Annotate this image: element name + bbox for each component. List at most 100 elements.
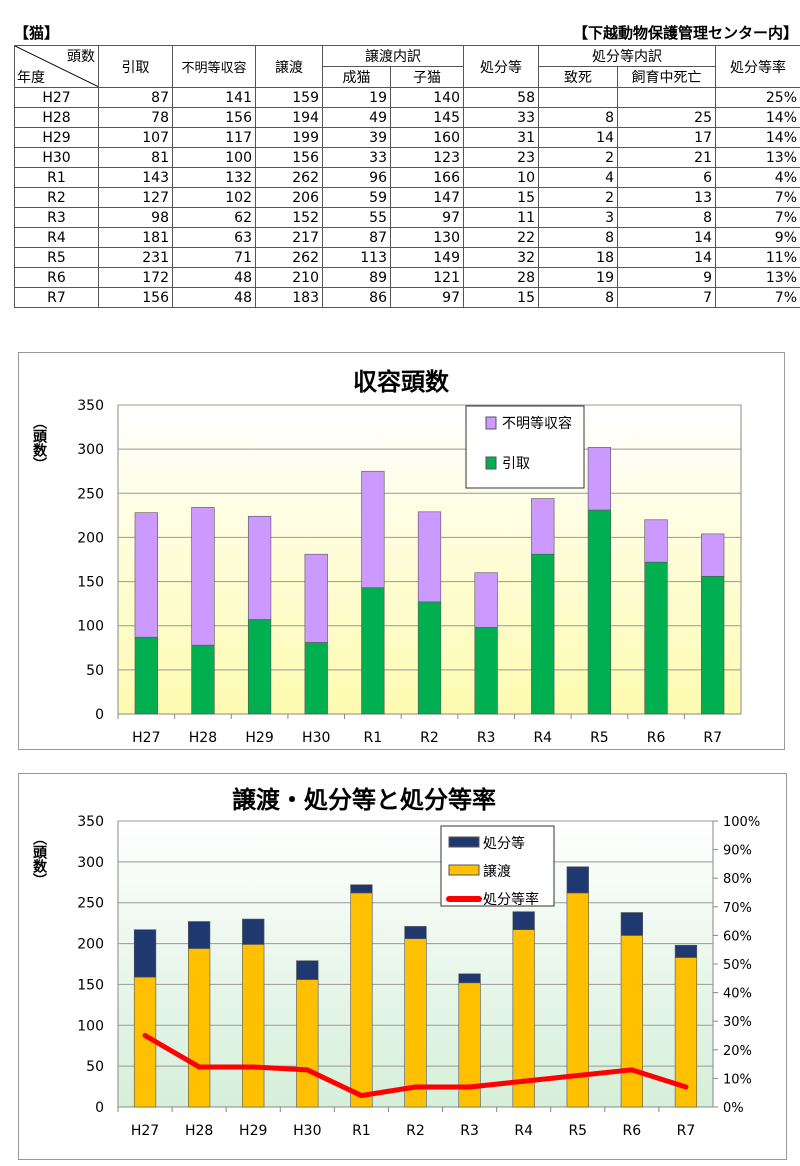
- value-cell: [617, 87, 716, 108]
- year-cell: R3: [14, 207, 99, 228]
- y-tick-label: 350: [77, 398, 104, 414]
- value-cell: 132: [172, 167, 256, 188]
- y-axis-label: （頭数）: [31, 415, 48, 471]
- bar-処分等: [133, 929, 157, 978]
- value-cell: 13%: [715, 267, 800, 288]
- value-cell: 25: [617, 107, 716, 128]
- value-cell: 7%: [715, 207, 800, 228]
- value-cell: 97: [390, 287, 464, 308]
- value-cell: 21: [617, 147, 716, 168]
- bar-引取: [304, 642, 328, 715]
- bar-譲渡: [350, 892, 373, 1108]
- bar-譲渡: [296, 979, 319, 1108]
- legend-swatch: [448, 836, 480, 848]
- table-row: H30 81 100 156 33 123 23 2 21 13%: [14, 147, 800, 168]
- legend-label: 引取: [502, 456, 530, 472]
- y2-tick-label: 60%: [723, 929, 752, 944]
- value-cell: 147: [390, 187, 464, 208]
- table-row: R7 156 48 183 86 97 15 8 7 7%: [14, 287, 800, 308]
- value-cell: 48: [172, 287, 256, 308]
- y-tick-label: 350: [77, 814, 104, 830]
- table-row: R4 181 63 217 87 130 22 8 14 9%: [14, 227, 800, 248]
- y-tick-label: 150: [77, 977, 104, 993]
- y-tick-label: 250: [77, 896, 104, 912]
- bar-引取: [361, 587, 385, 715]
- value-cell: 6: [617, 167, 716, 188]
- value-cell: 121: [390, 267, 464, 288]
- value-cell: 31: [463, 127, 539, 148]
- bar-引取: [587, 509, 612, 715]
- bar-不明等収容: [134, 512, 158, 638]
- value-cell: 14: [538, 127, 618, 148]
- y2-tick-label: 100%: [723, 815, 760, 830]
- value-cell: 87: [98, 87, 173, 108]
- bar-処分等: [512, 911, 535, 930]
- x-tick-label: H27: [132, 730, 160, 746]
- value-cell: 48: [172, 267, 256, 288]
- value-cell: 11: [463, 207, 539, 228]
- x-tick-label: H30: [302, 730, 330, 746]
- table-row: R5 231 71 262 113 149 32 18 14 11%: [14, 247, 800, 268]
- value-cell: 8: [538, 287, 618, 308]
- bar-不明等収容: [531, 498, 555, 555]
- col-header: 譲渡: [255, 45, 323, 88]
- y-tick-label: 100: [77, 1018, 104, 1034]
- x-tick-label: R1: [352, 1123, 371, 1139]
- value-cell: 149: [390, 247, 464, 268]
- value-cell: 140: [390, 87, 464, 108]
- value-cell: 262: [255, 167, 323, 188]
- x-tick-label: H27: [131, 1123, 159, 1139]
- value-cell: 11%: [715, 247, 800, 268]
- table-row: R1 143 132 262 96 166 10 4 6 4%: [14, 167, 800, 188]
- value-cell: 96: [322, 167, 391, 188]
- bar-処分等: [296, 960, 319, 980]
- col-header: 処分等内訳: [538, 45, 716, 67]
- bar-引取: [701, 575, 725, 715]
- value-cell: 181: [98, 227, 173, 248]
- value-cell: 2: [538, 187, 618, 208]
- corner-header: 頭数 年度: [14, 45, 99, 88]
- y-tick-label: 250: [77, 486, 104, 502]
- legend-swatch: [485, 416, 497, 430]
- chart-title: 譲渡・処分等と処分等率: [232, 786, 496, 814]
- legend-label: 譲渡: [483, 864, 511, 880]
- bar-不明等収容: [587, 447, 612, 511]
- x-tick-label: R4: [514, 1123, 533, 1139]
- value-cell: 231: [98, 247, 173, 268]
- value-cell: 145: [390, 107, 464, 128]
- bar-引取: [247, 619, 272, 715]
- line-point: [467, 1084, 473, 1090]
- value-cell: 143: [98, 167, 173, 188]
- y-tick-label: 0: [95, 707, 104, 723]
- x-tick-label: R2: [420, 730, 439, 746]
- bar-引取: [644, 561, 668, 715]
- value-cell: 13%: [715, 147, 800, 168]
- value-cell: 156: [172, 107, 256, 128]
- value-cell: 262: [255, 247, 323, 268]
- bar-処分等: [566, 866, 589, 894]
- y-axis-label: （頭数）: [31, 831, 48, 887]
- line-point: [196, 1064, 202, 1070]
- y2-tick-label: 50%: [723, 958, 752, 973]
- value-cell: 160: [390, 127, 464, 148]
- subcol-header: 致死: [538, 66, 618, 88]
- x-tick-label: R6: [647, 730, 666, 746]
- subcol-header: 子猫: [390, 66, 464, 88]
- facility-label: 【下越動物保護管理センター内】: [572, 24, 798, 42]
- y2-tick-label: 90%: [723, 844, 752, 859]
- x-tick-label: R5: [568, 1123, 587, 1139]
- value-cell: 7: [617, 287, 716, 308]
- value-cell: 199: [255, 127, 323, 148]
- y-tick-label: 50: [86, 1059, 104, 1075]
- bar-不明等収容: [361, 470, 385, 589]
- bar-譲渡: [620, 935, 643, 1108]
- y-tick-label: 300: [77, 855, 104, 871]
- year-cell: R1: [14, 167, 99, 188]
- line-point: [413, 1084, 418, 1090]
- value-cell: 33: [463, 107, 539, 128]
- legend-swatch: [448, 864, 480, 876]
- col-header: 処分等率: [715, 45, 800, 88]
- x-tick-label: R1: [364, 730, 383, 746]
- value-cell: 4: [538, 167, 618, 188]
